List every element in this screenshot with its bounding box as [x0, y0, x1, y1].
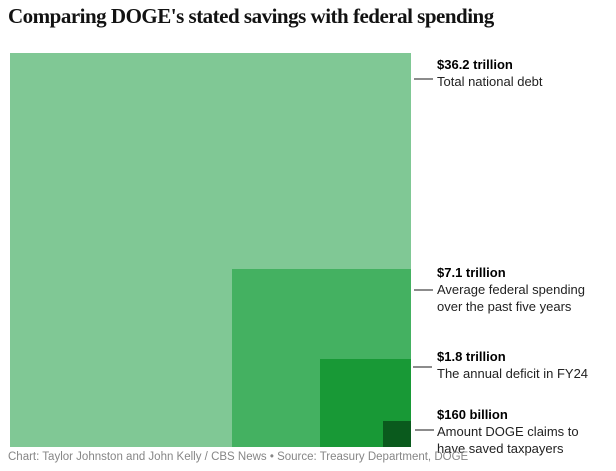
annotation-doge-claimed-savings: $160 billion Amount DOGE claims to have …	[437, 406, 579, 457]
annotation-label: have saved taxpayers	[437, 441, 564, 456]
annotation-label: over the past five years	[437, 299, 572, 314]
connector-line-annual-deficit-fy24	[413, 366, 432, 368]
chart-footer: Chart: Taylor Johnston and John Kelly / …	[8, 451, 469, 463]
annotation-label: Total national debt	[437, 74, 543, 89]
annotation-value: $36.2 trillion	[437, 57, 513, 72]
annotation-annual-deficit-fy24: $1.8 trillion The annual deficit in FY24	[437, 348, 588, 382]
annotation-label: The annual deficit in FY24	[437, 366, 589, 381]
connector-line-doge-claimed-savings	[415, 429, 434, 431]
annotation-total-national-debt: $36.2 trillion Total national debt	[437, 56, 543, 90]
connector-line-average-federal-spending	[414, 289, 433, 291]
connector-line-total-national-debt	[414, 78, 433, 80]
annotation-label: Amount DOGE claims to	[437, 424, 579, 439]
annotation-value: $7.1 trillion	[437, 265, 506, 280]
chart-title: Comparing DOGE's stated savings with fed…	[8, 4, 494, 28]
annotation-value: $1.8 trillion	[437, 349, 506, 364]
annotation-value: $160 billion	[437, 407, 508, 422]
annotation-average-federal-spending: $7.1 trillion Average federal spending o…	[437, 264, 585, 315]
annotation-label: Average federal spending	[437, 282, 585, 297]
square-doge-claimed-savings	[383, 421, 411, 447]
